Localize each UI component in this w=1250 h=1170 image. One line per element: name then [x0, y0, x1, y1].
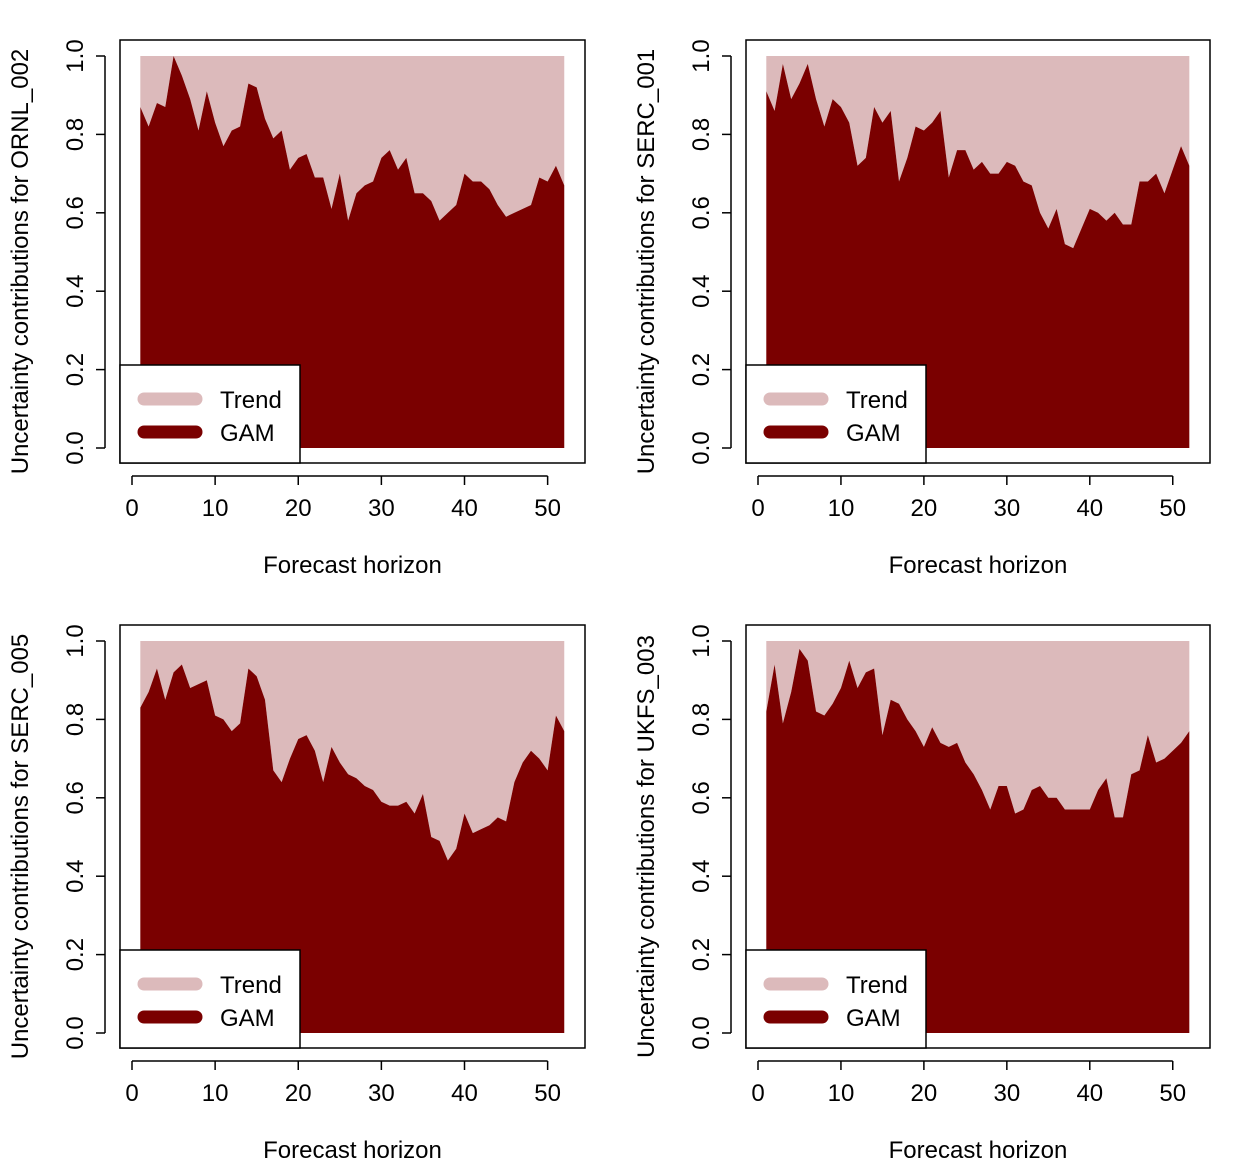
- x-tick-label: 0: [125, 495, 138, 522]
- legend-label-trend: Trend: [220, 387, 282, 414]
- y-tick-label: 0.8: [688, 118, 715, 151]
- x-tick-label: 10: [828, 495, 855, 522]
- y-tick-label: 0.6: [688, 781, 715, 814]
- legend-label-gam: GAM: [220, 420, 275, 447]
- x-tick-label: 40: [451, 495, 478, 522]
- y-tick-label: 0.2: [62, 938, 89, 971]
- x-tick-label: 30: [368, 495, 395, 522]
- legend-label-gam: GAM: [846, 1005, 901, 1032]
- y-tick-label: 0.6: [62, 781, 89, 814]
- plot-frame: [119, 39, 586, 464]
- y-tick-label: 1.0: [62, 39, 89, 72]
- x-axis-label: Forecast horizon: [889, 1137, 1068, 1164]
- legend-box: [119, 949, 301, 1049]
- chart-panel-1: 0 10 20 30 40 50 0.0 0.2 0.4 0.6 0.8 1.0 Forecast ho…: [7, 39, 586, 579]
- y-tick-label: 0.2: [688, 353, 715, 386]
- x-tick-label: 40: [1076, 1080, 1103, 1107]
- plot-frame: [745, 624, 1211, 1049]
- legend-box: [119, 364, 301, 464]
- y-tick-label: 0.6: [62, 196, 89, 229]
- gam-area: [140, 56, 565, 448]
- y-tick-label: 0.2: [62, 353, 89, 386]
- legend-label-gam: GAM: [220, 1005, 275, 1032]
- y-tick-label: 0.0: [688, 1016, 715, 1049]
- legend-label-trend: Trend: [220, 972, 282, 999]
- x-axis-label: Forecast horizon: [263, 1137, 442, 1164]
- chart-panel-4: 0 10 20 30 40 50 0.0 0.2 0.4 0.6 0.8 1.0 Forecast ho…: [633, 624, 1211, 1164]
- legend-label-trend: Trend: [846, 972, 908, 999]
- x-tick-label: 50: [1159, 1080, 1186, 1107]
- x-tick-label: 10: [828, 1080, 855, 1107]
- y-tick-label: 0.8: [688, 703, 715, 736]
- y-tick-label: 0.4: [62, 275, 89, 308]
- y-axis-label: Uncertainty contributions for UKFS_003: [633, 635, 660, 1058]
- legend-box: [745, 364, 927, 464]
- legend-box: [745, 949, 927, 1049]
- trend-area: [140, 56, 565, 221]
- x-tick-label: 20: [285, 495, 312, 522]
- y-tick-label: 0.2: [688, 938, 715, 971]
- x-tick-label: 10: [202, 1080, 229, 1107]
- gam-area: [766, 648, 1190, 1033]
- x-tick-label: 0: [751, 1080, 764, 1107]
- x-tick-label: 10: [202, 495, 229, 522]
- trend-area: [140, 641, 565, 861]
- trend-area: [766, 641, 1190, 818]
- y-tick-label: 0.8: [62, 703, 89, 736]
- x-tick-label: 30: [993, 495, 1020, 522]
- x-tick-label: 30: [368, 1080, 395, 1107]
- chart-panel-3: 0 10 20 30 40 50 0.0 0.2 0.4 0.6 0.8 1.0 Forecast ho…: [7, 624, 586, 1164]
- y-tick-label: 0.4: [62, 860, 89, 893]
- y-tick-label: 0.6: [688, 196, 715, 229]
- x-tick-label: 50: [534, 1080, 561, 1107]
- x-axis-label: Forecast horizon: [263, 552, 442, 579]
- y-axis-label: Uncertainty contributions for SERC_005: [7, 634, 34, 1060]
- gam-area: [766, 63, 1190, 449]
- x-tick-label: 20: [285, 1080, 312, 1107]
- x-tick-label: 0: [751, 495, 764, 522]
- y-tick-label: 1.0: [62, 624, 89, 657]
- plot-frame: [119, 624, 586, 1049]
- y-tick-label: 0.8: [62, 118, 89, 151]
- y-axis-label: Uncertainty contributions for ORNL_002: [7, 49, 34, 475]
- y-tick-label: 1.0: [688, 624, 715, 657]
- y-tick-label: 0.0: [62, 431, 89, 464]
- gam-area: [140, 664, 565, 1033]
- y-tick-label: 0.0: [688, 431, 715, 464]
- y-axis-label: Uncertainty contributions for SERC_001: [633, 49, 660, 475]
- legend-label-gam: GAM: [846, 420, 901, 447]
- y-tick-label: 0.4: [688, 275, 715, 308]
- x-tick-label: 50: [1159, 495, 1186, 522]
- x-tick-label: 40: [1076, 495, 1103, 522]
- y-tick-label: 1.0: [688, 39, 715, 72]
- x-tick-label: 40: [451, 1080, 478, 1107]
- x-tick-label: 0: [125, 1080, 138, 1107]
- trend-area: [766, 56, 1190, 249]
- chart-panel-2: 0 10 20 30 40 50 0.0 0.2 0.4 0.6 0.8 1.0 Forecast ho…: [633, 39, 1211, 579]
- x-axis-label: Forecast horizon: [889, 552, 1068, 579]
- x-tick-label: 20: [911, 495, 938, 522]
- y-tick-label: 0.4: [688, 860, 715, 893]
- plot-frame: [745, 39, 1211, 464]
- x-tick-label: 50: [534, 495, 561, 522]
- x-tick-label: 20: [911, 1080, 938, 1107]
- x-tick-label: 30: [993, 1080, 1020, 1107]
- y-tick-label: 0.0: [62, 1016, 89, 1049]
- legend-label-trend: Trend: [846, 387, 908, 414]
